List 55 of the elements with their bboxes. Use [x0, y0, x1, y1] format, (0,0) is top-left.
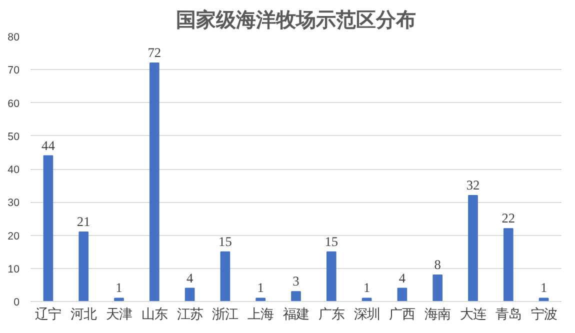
x-tick-label: 深圳 [354, 306, 380, 322]
x-tick-label: 青岛 [495, 306, 522, 322]
x-tick-label: 宁波 [530, 306, 557, 322]
x-tick-label: 广西 [389, 306, 416, 322]
x-tick-label: 大连 [460, 306, 486, 322]
x-tick-label: 河北 [70, 306, 97, 322]
data-label: 15 [324, 234, 338, 249]
bar [184, 288, 195, 302]
data-label: 32 [466, 178, 480, 192]
data-label: 21 [76, 214, 90, 229]
x-tick-label: 海南 [424, 306, 451, 322]
x-tick-label: 福建 [283, 306, 309, 322]
bar [538, 298, 549, 302]
x-tick-label: 广东 [318, 306, 344, 322]
y-tick-label: 30 [8, 197, 20, 210]
data-label: 3 [292, 274, 300, 289]
data-label: 4 [398, 270, 406, 286]
y-tick-label: 70 [8, 64, 20, 77]
data-label: 44 [42, 138, 56, 153]
bar [362, 298, 372, 302]
x-tick-label: 江苏 [176, 306, 203, 322]
bar [291, 291, 301, 302]
y-tick-label: 50 [8, 130, 20, 143]
data-label: 1 [540, 280, 548, 296]
data-label: 1 [363, 280, 370, 296]
chart-title: 国家级海洋牧场示范区分布 [176, 8, 416, 32]
y-tick-label: 10 [8, 263, 20, 276]
y-tick-label: 80 [8, 32, 20, 44]
bar [149, 62, 160, 302]
bar [114, 298, 124, 302]
bar [432, 274, 443, 302]
data-label: 22 [502, 210, 516, 226]
y-tick-label: 40 [8, 164, 20, 176]
y-tick-label: 20 [8, 230, 20, 242]
bar [503, 228, 514, 302]
x-tick-label: 山东 [141, 306, 168, 322]
data-label: 1 [257, 280, 264, 296]
data-label: 4 [186, 270, 194, 286]
x-tick-label: 天津 [106, 306, 132, 322]
x-tick-label: 浙江 [212, 306, 238, 322]
bar [220, 251, 230, 302]
bar [326, 251, 336, 302]
y-tick-label: 60 [8, 98, 20, 110]
y-tick-label: 0 [14, 296, 20, 308]
data-label: 8 [434, 257, 442, 272]
data-label: 72 [148, 45, 162, 60]
bar [43, 155, 54, 302]
bar [256, 298, 266, 302]
data-label: 1 [116, 280, 122, 296]
data-label: 15 [218, 234, 232, 249]
x-tick-label: 上海 [248, 306, 274, 322]
bar [78, 231, 89, 302]
bar [397, 288, 408, 302]
x-tick-label: 辽宁 [35, 306, 62, 322]
bar [468, 195, 478, 302]
